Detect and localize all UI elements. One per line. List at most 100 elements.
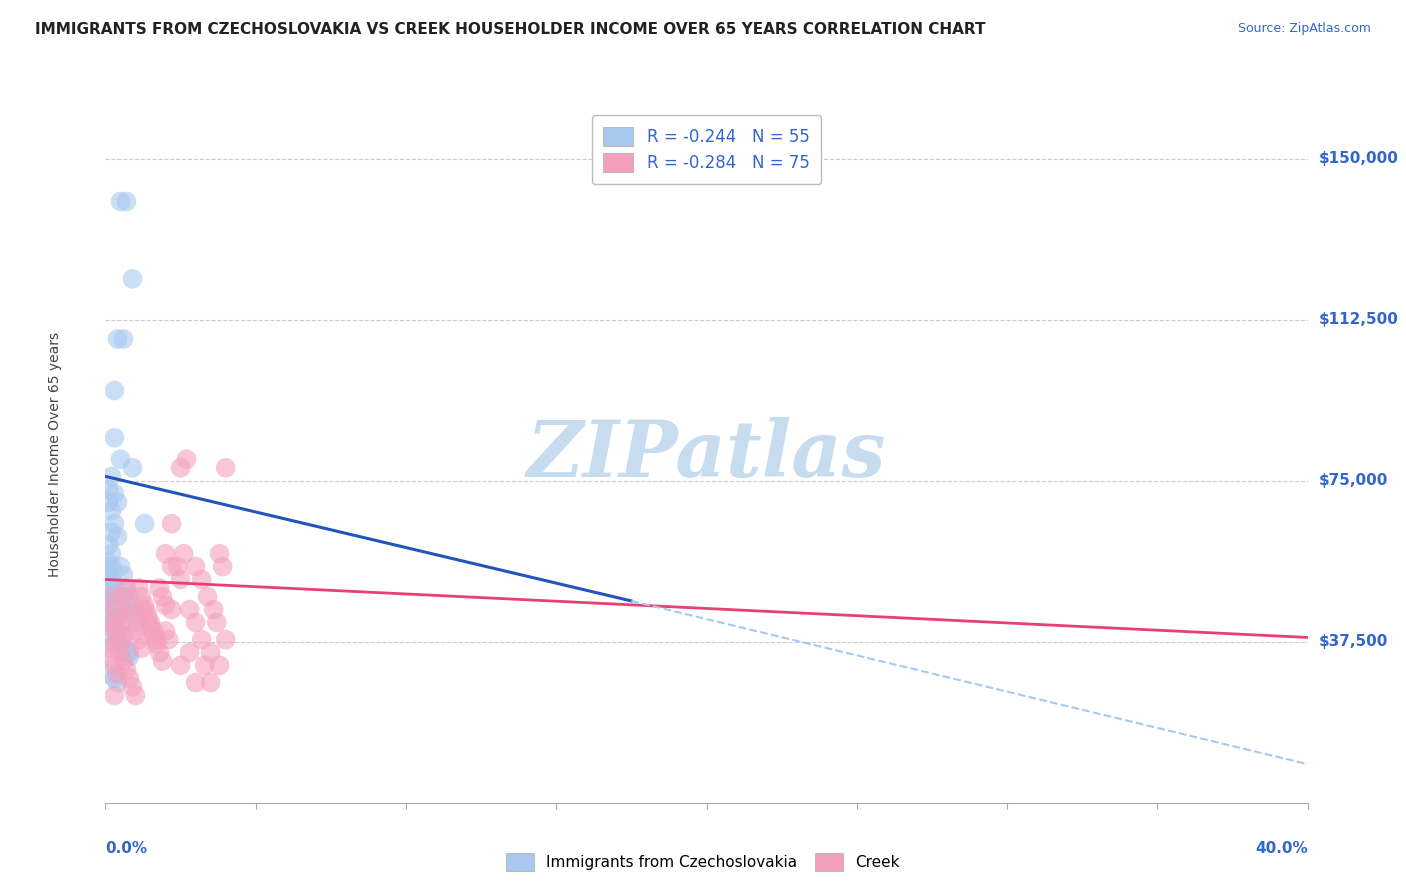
Point (107, 624, 129, 638)
Point (139, 615, 162, 630)
Point (134, 599, 156, 613)
Point (100, 590, 122, 604)
Point (121, 615, 143, 630)
Point (128, 632, 150, 647)
Point (103, 671, 125, 685)
Point (118, 671, 141, 685)
Point (160, 559, 183, 574)
Point (107, 675, 129, 690)
Point (100, 615, 122, 630)
Point (100, 611, 122, 625)
Point (100, 649, 122, 664)
Point (179, 645, 201, 659)
Text: $75,000: $75,000 (1319, 473, 1388, 488)
Point (145, 637, 167, 651)
Point (145, 632, 167, 647)
Point (134, 516, 156, 531)
Point (107, 632, 129, 647)
Point (110, 620, 132, 634)
Text: ZIPatlas: ZIPatlas (527, 417, 886, 493)
Point (115, 645, 138, 659)
Point (103, 431, 125, 445)
Point (169, 573, 191, 587)
Point (136, 607, 159, 621)
Legend: Immigrants from Czechoslovakia, Creek: Immigrants from Czechoslovakia, Creek (498, 844, 908, 880)
Point (97, 641, 120, 656)
Point (194, 658, 217, 673)
Point (169, 658, 191, 673)
Text: $37,500: $37,500 (1319, 634, 1388, 649)
Point (112, 602, 135, 616)
Point (148, 645, 170, 659)
Point (97, 495, 120, 509)
Point (97, 615, 120, 630)
Point (173, 547, 195, 561)
Point (200, 645, 222, 659)
Point (121, 272, 143, 286)
Point (103, 602, 125, 616)
Point (184, 675, 207, 690)
Point (107, 332, 129, 346)
Text: $112,500: $112,500 (1319, 312, 1399, 327)
Point (110, 637, 132, 651)
Point (110, 628, 132, 642)
Legend: R = -0.244   N = 55, R = -0.284   N = 75: R = -0.244 N = 55, R = -0.284 N = 75 (592, 115, 821, 184)
Point (107, 495, 129, 509)
Point (112, 568, 135, 582)
Point (169, 460, 191, 475)
Point (148, 581, 170, 595)
Point (190, 573, 212, 587)
Point (121, 680, 143, 694)
Point (112, 332, 135, 346)
Point (118, 649, 141, 664)
Point (103, 602, 125, 616)
Point (134, 602, 156, 616)
Point (110, 452, 132, 467)
Point (176, 452, 198, 467)
Point (124, 689, 146, 703)
Point (103, 590, 125, 604)
Point (115, 581, 138, 595)
Point (139, 620, 162, 634)
Point (103, 576, 125, 591)
Point (124, 607, 146, 621)
Text: Householder Income Over 65 years: Householder Income Over 65 years (48, 333, 62, 577)
Point (107, 529, 129, 543)
Text: 0.0%: 0.0% (105, 841, 148, 856)
Point (97, 581, 120, 595)
Point (152, 590, 174, 604)
Point (112, 628, 135, 642)
Point (103, 637, 125, 651)
Point (97, 538, 120, 552)
Point (124, 624, 146, 638)
Point (112, 654, 135, 668)
Point (100, 525, 122, 540)
Point (152, 654, 174, 668)
Point (197, 590, 219, 604)
Point (110, 559, 132, 574)
Point (136, 611, 159, 625)
Point (131, 590, 153, 604)
Point (103, 658, 125, 673)
Point (110, 194, 132, 209)
Point (200, 675, 222, 690)
Point (115, 599, 138, 613)
Point (97, 483, 120, 497)
Point (205, 615, 228, 630)
Point (214, 460, 236, 475)
Point (103, 624, 125, 638)
Point (155, 599, 177, 613)
Text: IMMIGRANTS FROM CZECHOSLOVAKIA VS CREEK HOUSEHOLDER INCOME OVER 65 YEARS CORRELA: IMMIGRANTS FROM CZECHOSLOVAKIA VS CREEK … (35, 22, 986, 37)
Text: Source: ZipAtlas.com: Source: ZipAtlas.com (1237, 22, 1371, 36)
Point (157, 632, 180, 647)
Point (97, 667, 120, 681)
Point (214, 632, 236, 647)
Point (115, 581, 138, 595)
Point (97, 564, 120, 578)
Point (97, 555, 120, 569)
Point (100, 599, 122, 613)
Point (107, 667, 129, 681)
Point (100, 559, 122, 574)
Point (115, 194, 138, 209)
Point (100, 632, 122, 647)
